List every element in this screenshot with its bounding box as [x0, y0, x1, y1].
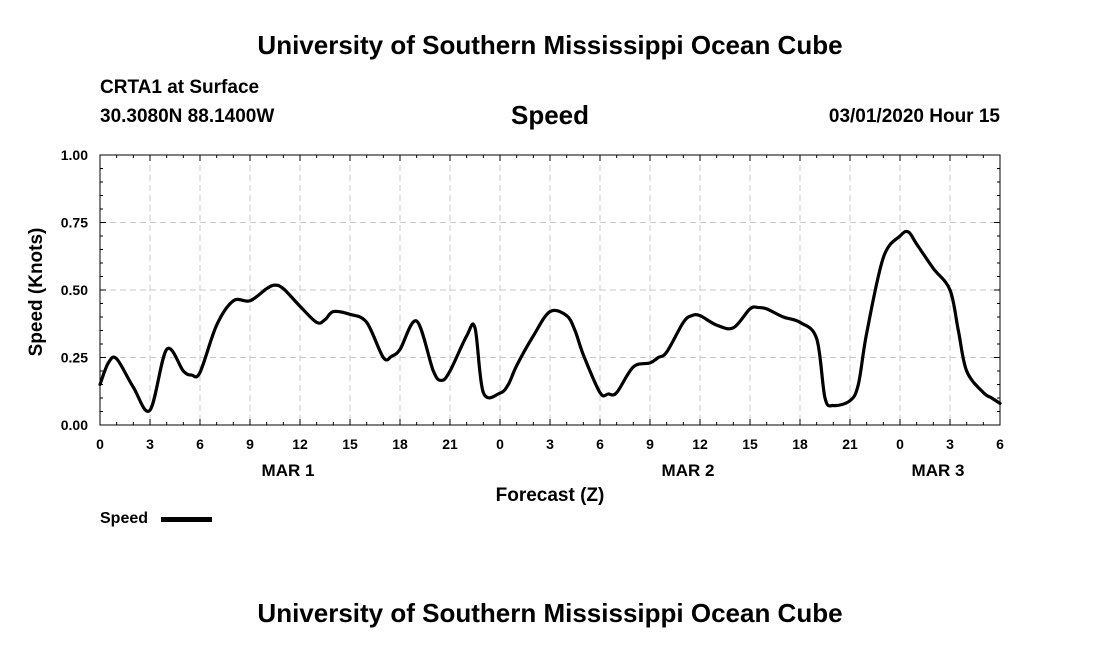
day-label: MAR 3: [912, 461, 965, 480]
x-tick-label: 3: [146, 436, 154, 452]
y-tick-label: 0.75: [61, 215, 88, 231]
station-label: CRTA1 at Surface: [100, 77, 260, 98]
x-tick-label: 9: [646, 436, 654, 452]
x-tick-label: 0: [896, 436, 904, 452]
day-label: MAR 1: [262, 461, 315, 480]
x-tick-label: 3: [946, 436, 954, 452]
y-tick-label: 0.25: [61, 350, 88, 366]
x-tick-label: 9: [246, 436, 254, 452]
y-axis-label: Speed (Knots): [26, 228, 47, 357]
chart-title: Speed: [510, 100, 590, 130]
x-tick-label: 3: [546, 436, 554, 452]
legend-label: Speed: [100, 510, 149, 527]
x-tick-label: 0: [96, 436, 104, 452]
x-tick-label: 6: [596, 436, 604, 452]
coordinates-label: 30.3080N 88.1400W: [100, 106, 275, 127]
x-tick-label: 21: [842, 436, 858, 452]
day-label: MAR 2: [662, 461, 715, 480]
footer-title: University of Southern Mississippi Ocean…: [257, 598, 843, 628]
x-tick-label: 12: [692, 436, 708, 452]
x-axis-label: Forecast (Z): [496, 485, 605, 506]
x-tick-label: 21: [442, 436, 458, 452]
x-tick-label: 15: [742, 436, 758, 452]
y-tick-label: 0.50: [61, 282, 88, 298]
x-tick-label: 18: [792, 436, 808, 452]
y-tick-label: 0.00: [61, 417, 88, 433]
header-title: University of Southern Mississippi Ocean…: [257, 30, 843, 60]
legend-swatch: [161, 517, 212, 522]
x-tick-label: 6: [196, 436, 204, 452]
x-tick-label: 15: [342, 436, 358, 452]
x-tick-label: 0: [496, 436, 504, 452]
x-tick-label: 18: [392, 436, 408, 452]
x-tick-label: 12: [292, 436, 308, 452]
y-tick-label: 1.00: [61, 147, 88, 163]
x-tick-label: 6: [996, 436, 1004, 452]
date-label: 03/01/2020 Hour 15: [828, 106, 1000, 127]
speed-series-line: [98, 229, 1002, 413]
